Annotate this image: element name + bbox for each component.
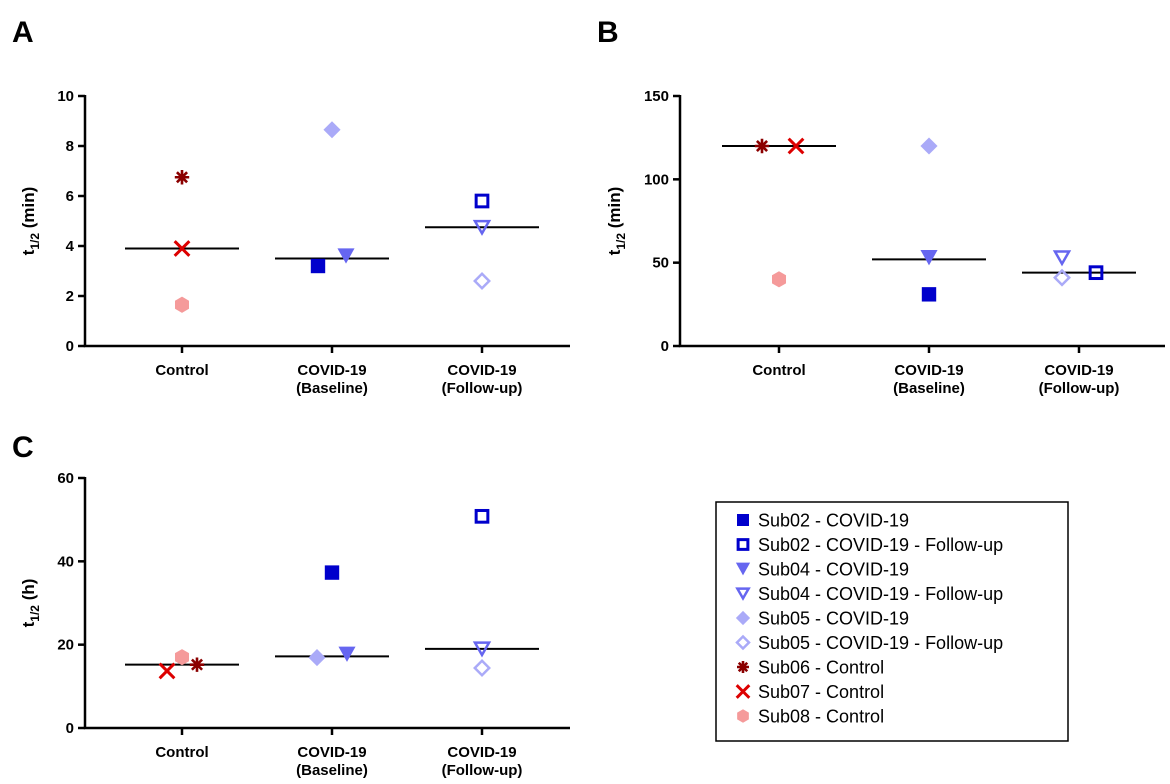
point-sub02-covid-19 xyxy=(310,258,326,274)
point-sub04-covid-19 xyxy=(920,250,938,266)
legend-item: Sub08 - Control xyxy=(737,707,884,727)
legend-marker xyxy=(735,610,751,626)
point-sub02-covid-19-follow-up xyxy=(1088,265,1104,281)
y-tick-label: 100 xyxy=(644,171,669,188)
y-tick-label: 8 xyxy=(66,138,74,155)
legend-item: Sub02 - COVID-19 - Follow-up xyxy=(736,535,1003,555)
legend-label: Sub06 - Control xyxy=(758,658,884,678)
legend-label: Sub05 - COVID-19 - Follow-up xyxy=(758,633,1003,653)
legend-item: Sub04 - COVID-19 - Follow-up xyxy=(735,584,1003,604)
point-sub04-covid-19-follow-up xyxy=(1052,250,1072,267)
point-sub06-control xyxy=(754,138,770,154)
panel-letter: C xyxy=(12,431,34,464)
panel-letter: B xyxy=(597,16,619,49)
category-label: COVID-19 (Baseline) xyxy=(296,744,368,779)
legend-label: Sub05 - COVID-19 xyxy=(758,609,909,629)
legend-label: Sub02 - COVID-19 xyxy=(758,511,909,531)
point-sub06-control xyxy=(174,170,190,185)
legend-marker xyxy=(735,587,751,601)
legend-item: Sub06 - Control xyxy=(737,658,884,678)
panel-a: A 0 2 4 6 8 10 Control COVID-19 (Baseline) COVID-1… xyxy=(12,16,570,397)
category-label: COVID-19 (Follow-up) xyxy=(442,744,523,779)
panel-letter: A xyxy=(12,16,34,49)
y-axis-label: t1/2 (min) xyxy=(19,187,42,256)
y-tick-label: 4 xyxy=(66,238,75,255)
legend-marker xyxy=(735,562,751,576)
point-sub02-covid-19 xyxy=(324,565,340,580)
point-sub04-covid-19 xyxy=(338,646,356,662)
category-label: COVID-19 (Baseline) xyxy=(893,362,965,397)
panel-b: B 0 50 100 150 Control COVID-19 (Baseline) COVID… xyxy=(597,16,1165,397)
point-sub08-control xyxy=(174,296,190,313)
point-sub05-covid-19-follow-up xyxy=(1053,268,1071,287)
point-sub04-covid-19-follow-up xyxy=(472,219,492,236)
y-tick-label: 20 xyxy=(57,637,74,654)
legend-marker xyxy=(737,514,749,526)
point-sub05-covid-19 xyxy=(308,649,326,667)
legend-item: Sub07 - Control xyxy=(735,682,884,702)
legend-box xyxy=(715,501,1069,742)
y-tick-label: 6 xyxy=(66,188,74,205)
legend-item: Sub05 - COVID-19 - Follow-up xyxy=(735,633,1003,653)
legend-marker xyxy=(736,538,750,551)
point-sub08-control xyxy=(174,649,190,666)
y-tick-label: 40 xyxy=(57,553,74,570)
point-sub04-covid-19 xyxy=(337,248,355,264)
category-label: COVID-19 (Follow-up) xyxy=(1039,362,1120,397)
point-sub06-control xyxy=(189,657,205,672)
point-sub07-control xyxy=(787,137,805,155)
legend-item: Sub05 - COVID-19 xyxy=(735,609,909,629)
category-label: Control xyxy=(155,362,208,379)
category-label: COVID-19 (Follow-up) xyxy=(442,362,523,397)
point-sub08-control xyxy=(771,271,787,288)
point-sub02-covid-19 xyxy=(921,287,937,302)
legend-label: Sub04 - COVID-19 xyxy=(758,560,909,580)
category-label: Control xyxy=(752,362,805,379)
legend-label: Sub04 - COVID-19 - Follow-up xyxy=(758,584,1003,604)
point-sub05-covid-19 xyxy=(323,121,341,139)
y-tick-label: 2 xyxy=(66,288,74,305)
point-sub02-covid-19-follow-up xyxy=(474,193,490,209)
legend-marker xyxy=(735,684,751,699)
legend-item: Sub02 - COVID-19 xyxy=(737,511,909,531)
point-sub04-covid-19-follow-up xyxy=(472,641,492,658)
y-tick-label: 150 xyxy=(644,88,669,105)
category-label: Control xyxy=(155,744,208,761)
legend-marker xyxy=(737,661,749,673)
y-axis-label: t1/2 (h) xyxy=(19,579,42,628)
point-sub05-covid-19-follow-up xyxy=(473,659,491,677)
legend-label: Sub02 - COVID-19 - Follow-up xyxy=(758,535,1003,555)
point-sub05-covid-19 xyxy=(920,137,938,155)
legend: Sub02 - COVID-19 Sub02 - COVID-19 - Follo… xyxy=(715,501,1069,742)
legend-marker xyxy=(735,634,751,651)
legend-label: Sub08 - Control xyxy=(758,707,884,727)
y-tick-label: 0 xyxy=(66,720,74,737)
y-tick-label: 0 xyxy=(661,338,669,355)
legend-item: Sub04 - COVID-19 xyxy=(735,560,909,580)
y-tick-label: 50 xyxy=(652,255,669,272)
y-tick-label: 10 xyxy=(57,88,74,105)
point-sub05-covid-19-follow-up xyxy=(473,272,491,290)
legend-marker xyxy=(737,709,749,723)
panel-c: C 0 20 40 60 Control COVID-19 (Baseline) COVID-1… xyxy=(12,431,570,779)
point-sub07-control xyxy=(173,240,191,257)
category-label: COVID-19 (Baseline) xyxy=(296,362,368,397)
point-sub02-covid-19-follow-up xyxy=(474,508,490,524)
y-tick-label: 60 xyxy=(57,470,74,487)
y-axis-label: t1/2 (min) xyxy=(605,187,628,256)
y-tick-label: 0 xyxy=(66,338,74,355)
point-sub07-control xyxy=(158,662,176,680)
legend-label: Sub07 - Control xyxy=(758,682,884,702)
